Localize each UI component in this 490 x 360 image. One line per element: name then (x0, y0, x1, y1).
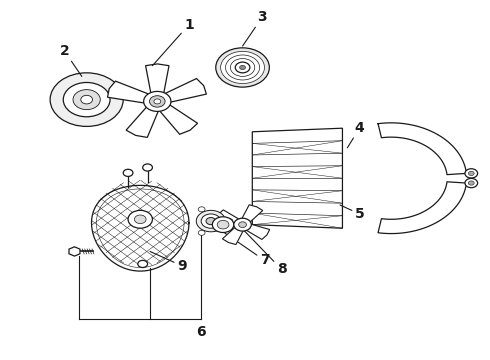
Text: 4: 4 (347, 121, 365, 148)
Circle shape (128, 210, 152, 228)
Circle shape (468, 181, 474, 185)
Polygon shape (378, 123, 466, 175)
Circle shape (220, 51, 265, 84)
Circle shape (154, 99, 161, 104)
Circle shape (73, 90, 100, 110)
Polygon shape (241, 222, 270, 239)
Circle shape (216, 48, 270, 87)
Circle shape (198, 230, 205, 235)
Circle shape (144, 91, 171, 111)
Polygon shape (69, 247, 80, 256)
Text: 1: 1 (152, 18, 194, 66)
Circle shape (239, 222, 246, 228)
Circle shape (235, 62, 250, 73)
Polygon shape (240, 205, 263, 226)
Polygon shape (92, 185, 189, 271)
Circle shape (206, 217, 216, 225)
Circle shape (149, 96, 165, 107)
Circle shape (465, 179, 478, 188)
Circle shape (81, 95, 93, 104)
Circle shape (240, 65, 245, 69)
Circle shape (212, 217, 234, 233)
Circle shape (201, 214, 220, 228)
Text: 7: 7 (223, 232, 270, 267)
Polygon shape (153, 99, 197, 134)
Circle shape (198, 207, 205, 212)
Circle shape (123, 169, 133, 176)
Text: 3: 3 (243, 10, 267, 46)
Circle shape (225, 55, 260, 80)
Polygon shape (222, 223, 245, 244)
Text: 5: 5 (340, 205, 365, 221)
Circle shape (468, 171, 474, 176)
Circle shape (138, 260, 147, 267)
Circle shape (465, 169, 478, 178)
Polygon shape (252, 128, 343, 228)
Circle shape (50, 73, 123, 126)
Circle shape (63, 82, 110, 117)
Polygon shape (146, 64, 169, 102)
Polygon shape (107, 81, 159, 105)
Polygon shape (126, 100, 162, 138)
Circle shape (196, 210, 225, 232)
Polygon shape (155, 78, 206, 105)
Text: 8: 8 (244, 230, 287, 276)
Text: 9: 9 (150, 251, 187, 273)
Circle shape (143, 164, 152, 171)
Circle shape (234, 218, 251, 231)
Text: 6: 6 (196, 325, 206, 339)
Polygon shape (378, 182, 466, 234)
Circle shape (134, 215, 146, 224)
Circle shape (230, 59, 255, 76)
Circle shape (217, 220, 229, 229)
Text: 2: 2 (60, 44, 82, 76)
Circle shape (226, 219, 233, 224)
Polygon shape (216, 210, 245, 227)
